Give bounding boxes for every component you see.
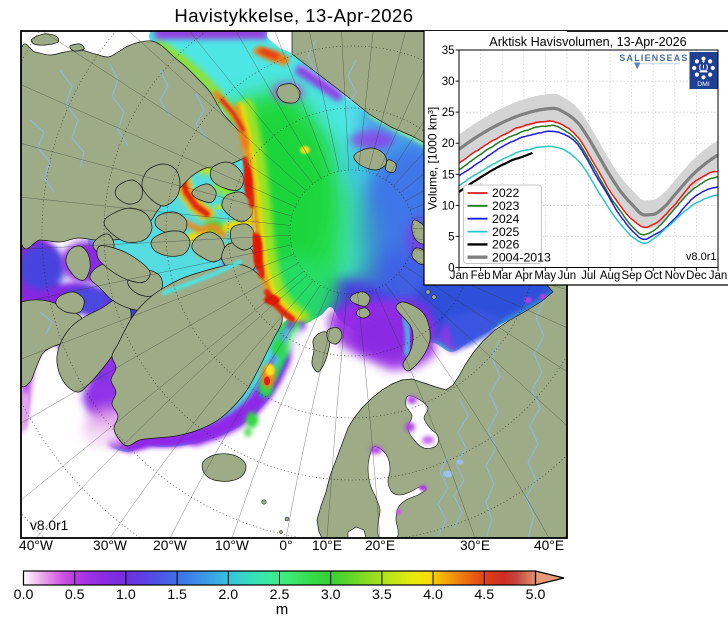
svg-text:5: 5 xyxy=(448,231,454,243)
svg-text:1.0: 1.0 xyxy=(116,587,136,603)
svg-text:4.0: 4.0 xyxy=(423,587,443,603)
svg-text:Arktisk Havisvolumen, 13-Apr-2: Arktisk Havisvolumen, 13-Apr-2026 xyxy=(489,35,686,49)
svg-text:10°W: 10°W xyxy=(215,538,249,553)
svg-text:2025: 2025 xyxy=(492,225,520,239)
svg-text:Oct: Oct xyxy=(644,270,663,282)
svg-text:Apr: Apr xyxy=(515,270,533,282)
svg-text:2026: 2026 xyxy=(492,238,520,252)
svg-text:Jan: Jan xyxy=(709,270,728,282)
svg-text:DMI: DMI xyxy=(697,81,710,88)
svg-text:Jul: Jul xyxy=(581,270,596,282)
svg-text:2022: 2022 xyxy=(492,186,520,200)
svg-text:20°E: 20°E xyxy=(365,538,395,553)
svg-text:Havistykkelse, 13-Apr-2026: Havistykkelse, 13-Apr-2026 xyxy=(174,5,413,26)
svg-text:m: m xyxy=(276,601,289,618)
svg-text:SALIENSEAS: SALIENSEAS xyxy=(619,53,688,63)
svg-text:15: 15 xyxy=(442,169,455,181)
svg-text:2.0: 2.0 xyxy=(218,587,238,603)
svg-text:20: 20 xyxy=(442,138,455,150)
svg-text:4.5: 4.5 xyxy=(474,587,494,603)
svg-text:Nov: Nov xyxy=(665,270,686,282)
svg-text:0: 0 xyxy=(448,263,454,275)
svg-text:3.5: 3.5 xyxy=(372,587,392,603)
svg-text:10°E: 10°E xyxy=(312,538,342,553)
svg-text:Volume, [1000 km³]: Volume, [1000 km³] xyxy=(426,107,440,210)
svg-text:20°W: 20°W xyxy=(153,538,187,553)
svg-text:2.5: 2.5 xyxy=(270,587,290,603)
svg-text:Jun: Jun xyxy=(558,270,577,282)
svg-text:2004-2013: 2004-2013 xyxy=(492,250,551,264)
svg-text:40°W: 40°W xyxy=(19,538,53,553)
svg-text:35: 35 xyxy=(442,45,455,57)
svg-text:0°: 0° xyxy=(279,538,292,553)
svg-text:40°E: 40°E xyxy=(534,538,564,553)
svg-text:Feb: Feb xyxy=(471,270,491,282)
svg-text:10: 10 xyxy=(442,200,455,212)
svg-text:30°E: 30°E xyxy=(460,538,490,553)
svg-text:0.0: 0.0 xyxy=(14,587,34,603)
svg-text:Sep: Sep xyxy=(621,270,641,282)
svg-text:Dec: Dec xyxy=(686,270,707,282)
svg-text:30°W: 30°W xyxy=(93,538,127,553)
svg-text:3.0: 3.0 xyxy=(321,587,341,603)
svg-text:2024: 2024 xyxy=(492,212,520,226)
svg-text:Aug: Aug xyxy=(600,270,620,282)
svg-text:Mar: Mar xyxy=(492,270,512,282)
svg-text:v8.0r1: v8.0r1 xyxy=(30,518,68,533)
svg-text:Jan: Jan xyxy=(450,270,469,282)
svg-text:5.0: 5.0 xyxy=(526,587,546,603)
svg-text:v8.0r1: v8.0r1 xyxy=(686,251,717,263)
svg-text:0.5: 0.5 xyxy=(65,587,85,603)
svg-text:30: 30 xyxy=(442,76,455,88)
svg-text:25: 25 xyxy=(442,107,455,119)
svg-text:2023: 2023 xyxy=(492,199,520,213)
svg-text:1.5: 1.5 xyxy=(167,587,187,603)
svg-text:May: May xyxy=(534,270,556,282)
